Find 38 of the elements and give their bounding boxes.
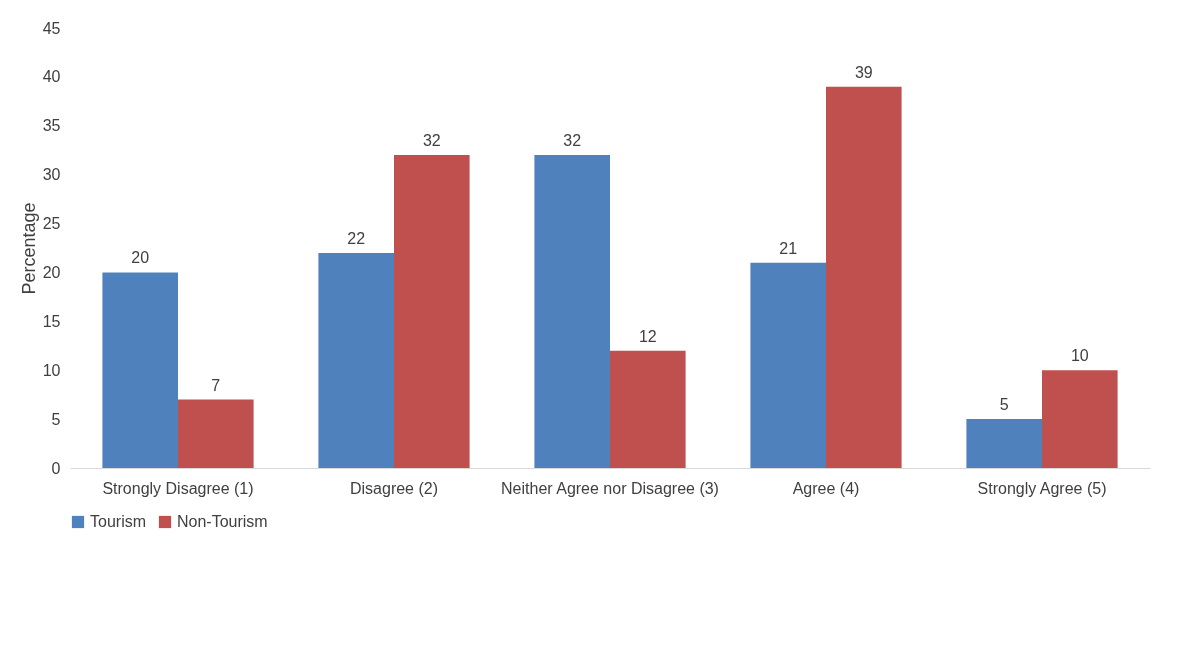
data-label: 32: [422, 132, 441, 150]
y-tick-label: 35: [42, 117, 61, 135]
y-axis-title: Percentage: [18, 202, 39, 295]
legend-label: Non-Tourism: [177, 513, 268, 530]
bar: [178, 399, 254, 468]
data-label: 7: [211, 376, 221, 394]
y-tick-label: 10: [42, 361, 61, 379]
data-label: 10: [1070, 347, 1089, 365]
x-tick-label: Disagree (2): [349, 479, 439, 497]
bar: [610, 350, 686, 468]
y-tick-label: 20: [42, 263, 61, 281]
x-tick-label: Agree (4): [792, 479, 860, 497]
y-tick-label: 5: [51, 410, 61, 428]
legend-label: Tourism: [90, 513, 147, 530]
bar: [318, 252, 394, 468]
data-label: 12: [638, 327, 657, 345]
data-label: 39: [854, 63, 873, 81]
x-tick-label: Strongly Disagree (1): [102, 479, 254, 497]
bar: [966, 419, 1042, 468]
data-label: 22: [347, 229, 366, 247]
x-tick-label: Neither Agree nor Disagree (3): [501, 479, 719, 497]
y-tick-label: 45: [42, 19, 61, 37]
y-tick-label: 25: [42, 215, 61, 233]
data-label: 32: [563, 132, 582, 150]
bar: [750, 262, 826, 468]
y-tick-label: 40: [42, 68, 61, 86]
bar: [102, 272, 178, 468]
y-tick-label: 30: [42, 166, 61, 184]
x-tick-label: Strongly Agree (5): [977, 479, 1107, 497]
bar: [826, 86, 902, 468]
y-tick-label: 15: [42, 312, 61, 330]
data-label: 20: [131, 249, 150, 267]
bar: [1042, 370, 1118, 468]
bar: [394, 155, 470, 468]
data-label: 21: [779, 239, 798, 257]
bar: [534, 155, 610, 468]
y-tick-label: 0: [51, 459, 61, 477]
data-label: 5: [999, 396, 1009, 414]
